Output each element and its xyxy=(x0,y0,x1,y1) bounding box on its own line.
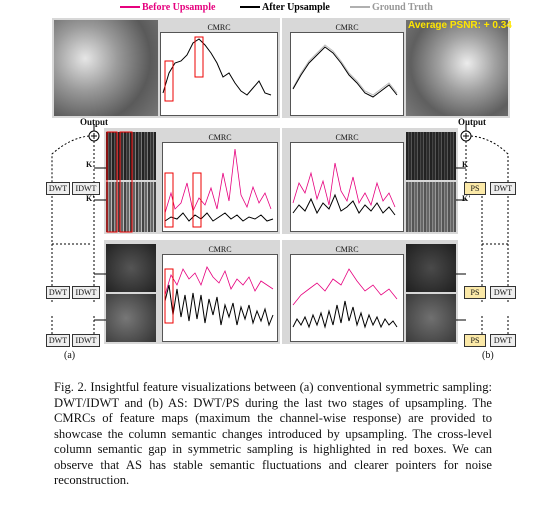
satellite-image-right xyxy=(406,20,508,116)
plot-b-bot: CMRC xyxy=(290,245,404,342)
subfig-label-b: (b) xyxy=(482,350,494,361)
feature-map-a2 xyxy=(106,182,156,232)
output-label-left: Output xyxy=(80,117,109,127)
dwt-box-left-1: DWT xyxy=(46,182,70,195)
legend-gt-swatch xyxy=(350,6,370,8)
kp-label-right: K' xyxy=(462,194,471,203)
feature-map-b3 xyxy=(406,244,456,292)
figure: Before Upsample After Upsample Ground Tr… xyxy=(46,2,516,361)
k-label-left: K xyxy=(86,160,93,169)
curve-b-top xyxy=(292,44,398,98)
satellite-image-left xyxy=(54,20,158,116)
dwt-box-left-3: DWT xyxy=(46,334,70,347)
legend-before: Before Upsample xyxy=(142,2,216,13)
output-label-right: Output xyxy=(458,117,487,127)
k-label-right: K xyxy=(462,160,469,169)
feature-map-b4 xyxy=(406,294,456,342)
legend-before-swatch xyxy=(120,6,140,8)
wiring-right xyxy=(456,124,509,336)
dwt-box-right-2: DWT xyxy=(490,286,516,299)
feature-map-b2 xyxy=(406,182,456,232)
wiring-left xyxy=(51,124,106,336)
figure-caption: Fig. 2. Insightful feature visualization… xyxy=(54,380,492,487)
plot-title: CMRC xyxy=(335,23,359,32)
feature-highlight-boxes xyxy=(106,131,133,233)
dwt-box-left-2: DWT xyxy=(46,286,70,299)
ps-box-right-2: PS xyxy=(464,286,486,299)
dwt-box-right-3: DWT xyxy=(490,334,516,347)
feature-map-a1 xyxy=(106,132,156,180)
plot-title: CMRC xyxy=(335,133,359,142)
psnr-label: Average PSNR: + 0.34 xyxy=(408,20,512,31)
curve-a-bot xyxy=(164,266,274,327)
curve-b-mid xyxy=(292,162,396,216)
idwt-box-left-3: IDWT xyxy=(72,334,100,347)
dwt-box-right-1: DWT xyxy=(490,182,516,195)
curve-a-mid xyxy=(164,148,274,228)
ps-box-right-3: PS xyxy=(464,334,486,347)
subfig-label-a: (a) xyxy=(64,350,76,361)
ps-box-right-1: PS xyxy=(464,182,486,195)
plot-title: CMRC xyxy=(207,23,231,32)
plot-title: CMRC xyxy=(208,133,232,142)
legend-after: After Upsample xyxy=(262,2,330,13)
kp-label-left: K' xyxy=(86,194,95,203)
idwt-box-left-2: IDWT xyxy=(72,286,100,299)
plot-title: CMRC xyxy=(208,245,232,254)
curve-b-bot xyxy=(292,268,398,329)
plot-a-bot: CMRC xyxy=(162,245,278,342)
legend-gt: Ground Truth xyxy=(372,2,433,13)
legend-after-swatch xyxy=(240,6,260,8)
curve-a-top xyxy=(162,36,272,102)
feature-map-a3 xyxy=(106,244,156,292)
plot-b-mid: CMRC xyxy=(290,133,404,232)
plot-b-top: CMRC xyxy=(290,23,404,116)
feature-map-b1 xyxy=(406,132,456,180)
plot-a-top: CMRC xyxy=(160,23,278,116)
feature-map-a4 xyxy=(106,294,156,342)
plot-title: CMRC xyxy=(335,245,359,254)
idwt-box-left-1: IDWT xyxy=(72,182,100,195)
plot-a-mid: CMRC xyxy=(162,133,278,232)
